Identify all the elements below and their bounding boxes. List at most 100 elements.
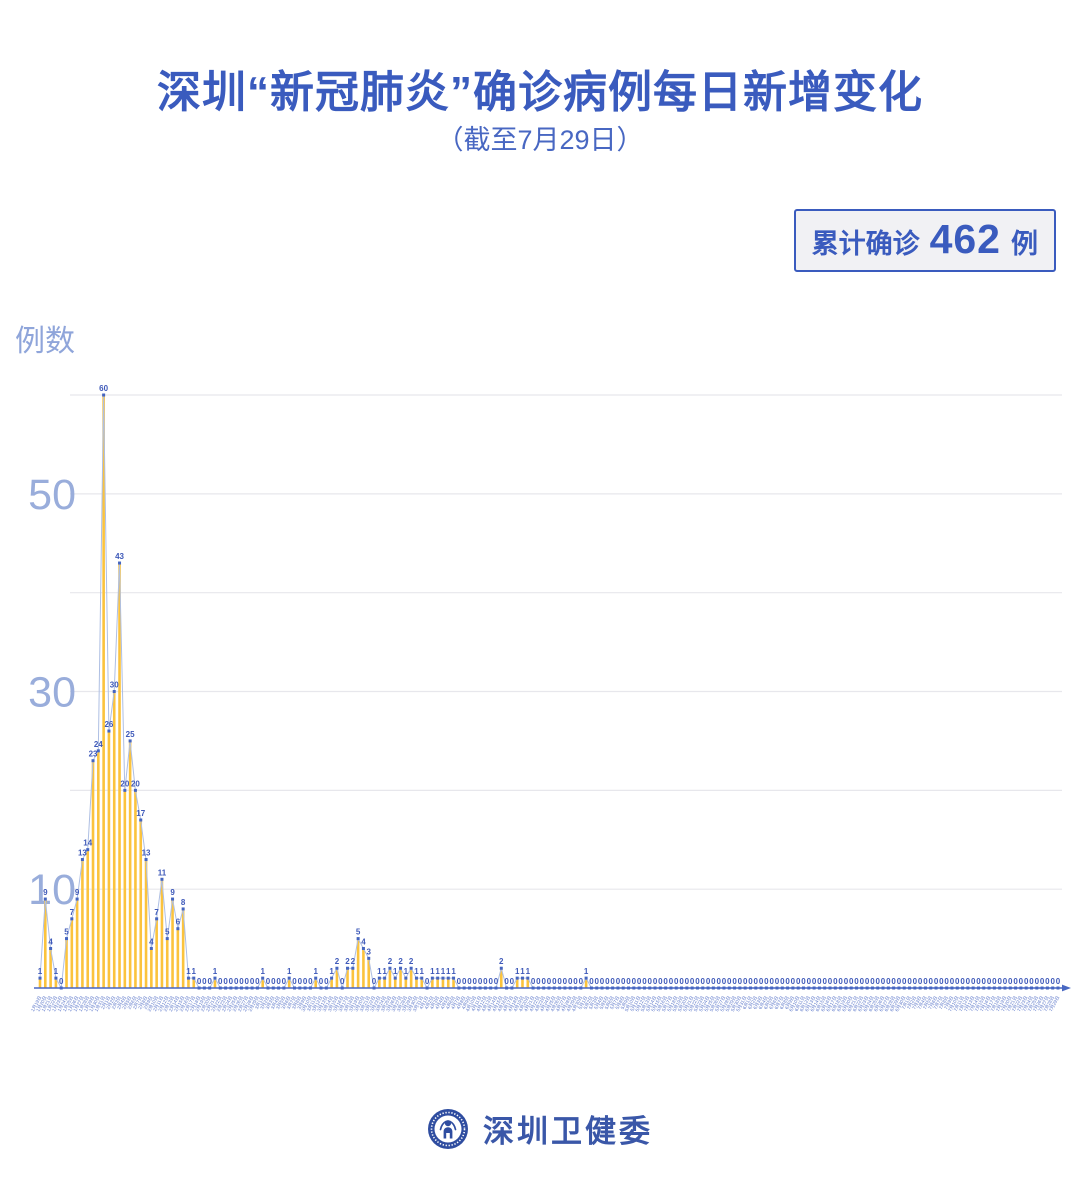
bar [112, 691, 116, 988]
bar [499, 968, 503, 988]
svg-text:20: 20 [131, 779, 140, 788]
svg-text:0: 0 [669, 977, 674, 986]
svg-text:1: 1 [435, 967, 440, 976]
svg-text:0: 0 [536, 977, 541, 986]
data-point [176, 927, 180, 931]
svg-text:0: 0 [653, 977, 658, 986]
svg-text:13: 13 [142, 849, 151, 858]
svg-text:0: 0 [966, 977, 971, 986]
svg-text:0: 0 [642, 977, 647, 986]
svg-text:0: 0 [541, 977, 546, 986]
svg-text:1: 1 [446, 967, 451, 976]
bar [404, 978, 408, 988]
svg-text:0: 0 [557, 977, 562, 986]
svg-text:0: 0 [605, 977, 610, 986]
svg-text:0: 0 [197, 977, 202, 986]
svg-text:0: 0 [976, 977, 981, 986]
svg-text:9: 9 [170, 888, 175, 897]
svg-text:23: 23 [89, 750, 98, 759]
svg-text:0: 0 [711, 977, 716, 986]
svg-text:0: 0 [1003, 977, 1008, 986]
x-axis [34, 984, 1071, 992]
svg-text:50: 50 [28, 471, 76, 519]
svg-text:0: 0 [923, 977, 928, 986]
data-point [526, 976, 530, 980]
svg-text:1: 1 [54, 967, 59, 976]
svg-text:0: 0 [324, 977, 329, 986]
bar [399, 968, 402, 988]
svg-text:0: 0 [716, 977, 721, 986]
svg-text:0: 0 [229, 977, 234, 986]
bar [388, 968, 392, 988]
svg-text:8: 8 [181, 898, 186, 907]
data-point [452, 976, 456, 980]
svg-text:0: 0 [780, 977, 785, 986]
bar [102, 395, 105, 988]
svg-text:0: 0 [467, 977, 472, 986]
svg-text:0: 0 [303, 977, 308, 986]
svg-text:0: 0 [425, 977, 430, 986]
svg-text:0: 0 [563, 977, 568, 986]
svg-text:5: 5 [64, 928, 69, 937]
svg-text:0: 0 [282, 977, 287, 986]
svg-text:4: 4 [48, 937, 53, 946]
bars-layer [38, 395, 588, 988]
data-point [367, 956, 371, 960]
data-point [144, 858, 148, 862]
bar [54, 978, 58, 988]
data-point [91, 759, 95, 763]
svg-text:0: 0 [891, 977, 896, 986]
data-point [399, 966, 403, 970]
bar [107, 731, 111, 988]
y-axis-title: 例数 [15, 325, 75, 358]
data-point [133, 788, 137, 792]
data-point [186, 976, 190, 980]
svg-text:0: 0 [934, 977, 939, 986]
svg-text:0: 0 [722, 977, 727, 986]
data-point [314, 976, 318, 980]
data-point [261, 976, 265, 980]
data-point [356, 937, 360, 941]
y-axis-tick-labels: 50 30 10 [28, 471, 76, 914]
svg-text:0: 0 [568, 977, 573, 986]
svg-text:0: 0 [271, 977, 276, 986]
svg-text:0: 0 [473, 977, 478, 986]
svg-text:4: 4 [361, 937, 366, 946]
svg-text:0: 0 [340, 977, 345, 986]
data-point [65, 937, 69, 941]
data-point [584, 976, 588, 980]
svg-text:0: 0 [616, 977, 621, 986]
data-point [165, 937, 169, 941]
svg-text:0: 0 [594, 977, 599, 986]
bar [91, 760, 95, 988]
data-point [436, 976, 440, 980]
footer-brand-text: 深圳卫健委 [483, 1114, 653, 1149]
bar [420, 978, 424, 988]
bar [521, 978, 524, 988]
svg-text:0: 0 [727, 977, 732, 986]
x-axis-date-labels: 1月19日1月20日1月21日1月22日1月23日1月24日1月25日1月26日… [30, 995, 1061, 1013]
svg-text:0: 0 [621, 977, 626, 986]
svg-text:0: 0 [775, 977, 780, 986]
svg-text:0: 0 [626, 977, 631, 986]
svg-text:0: 0 [1040, 977, 1045, 986]
svg-text:1: 1 [260, 967, 265, 976]
svg-text:1: 1 [192, 967, 197, 976]
data-point [80, 858, 84, 862]
bar [128, 740, 132, 988]
svg-text:0: 0 [807, 977, 812, 986]
svg-text:0: 0 [1045, 977, 1050, 986]
data-point [192, 976, 196, 980]
svg-text:1: 1 [313, 967, 318, 976]
data-point [118, 561, 122, 565]
svg-text:0: 0 [870, 977, 875, 986]
bar [351, 968, 355, 988]
svg-text:0: 0 [764, 977, 769, 986]
svg-text:1: 1 [430, 967, 435, 976]
bar [261, 978, 264, 988]
svg-text:0: 0 [876, 977, 881, 986]
svg-text:13: 13 [78, 849, 87, 858]
data-point [441, 976, 445, 980]
svg-text:0: 0 [245, 977, 250, 986]
